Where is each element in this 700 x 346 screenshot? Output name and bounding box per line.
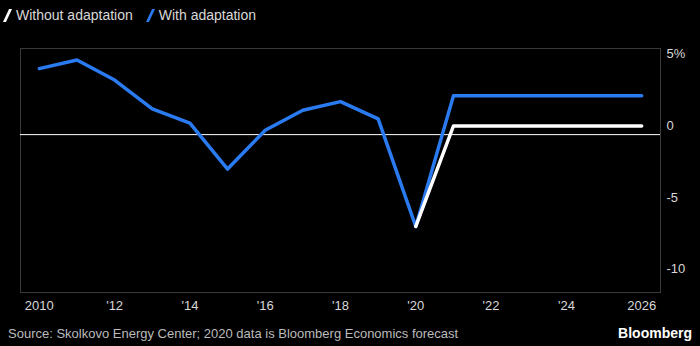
svg-text:'20: '20 xyxy=(407,298,424,313)
html-text:Source: Skolkovo Energy Center: Source: Skolkovo Energy Center; 2020 dat… xyxy=(8,325,459,341)
svg-text:'24: '24 xyxy=(558,298,575,313)
svg-text:-5: -5 xyxy=(667,190,679,205)
svg-text:0: 0 xyxy=(667,118,674,133)
html-text:Without adaptation: Without adaptation xyxy=(16,7,133,23)
svg-text:'22: '22 xyxy=(483,298,500,313)
svg-text:2026: 2026 xyxy=(627,298,656,313)
svg-text:2010: 2010 xyxy=(25,298,54,313)
svg-text:'14: '14 xyxy=(181,298,198,313)
html-text:With adaptation: With adaptation xyxy=(158,7,256,23)
svg-text:-10: -10 xyxy=(667,261,686,276)
svg-text:'18: '18 xyxy=(332,298,349,313)
svg-text:5%: 5% xyxy=(667,46,686,61)
svg-text:'12: '12 xyxy=(106,298,123,313)
html-text:Bloomberg: Bloomberg xyxy=(618,325,692,341)
svg-text:'16: '16 xyxy=(257,298,274,313)
